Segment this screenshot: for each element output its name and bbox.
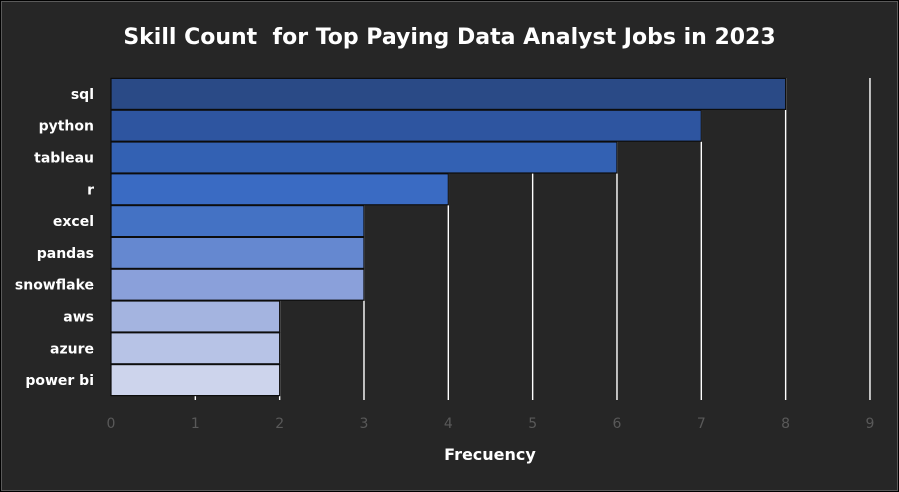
category-label: azure [50,341,94,357]
x-tick-label: 2 [275,416,284,432]
bar-aws [110,300,281,333]
bar-excel [110,205,365,238]
x-tick-label: 7 [697,416,706,432]
category-label: snowflake [15,278,94,294]
bar-azure [110,332,281,365]
category-label: tableau [34,151,94,167]
bar-snowflake [110,268,365,301]
x-tick-label: 1 [191,416,200,432]
x-tick-label: 9 [866,416,875,432]
x-tick-label: 3 [360,416,369,432]
x-axis-label: Frecuency [444,445,536,464]
bar-pandas [110,236,365,269]
x-tick-label: 8 [781,416,790,432]
x-tick-label: 5 [528,416,537,432]
category-label: power bi [25,373,94,389]
bar-python [110,109,702,142]
bar-sql [110,77,787,111]
category-label: python [39,119,94,135]
category-label: pandas [37,246,94,262]
bar-tableau [110,141,618,174]
x-tick-label: 6 [613,416,622,432]
x-tick-label: 4 [444,416,453,432]
bar-r [110,173,449,206]
category-label: sql [71,87,94,103]
chart-title: Skill Count for Top Paying Data Analyst … [123,25,775,50]
category-label: r [87,182,94,198]
bar-power-bi [110,364,281,397]
category-label: aws [63,310,94,326]
category-label: excel [53,214,94,230]
x-tick-label: 0 [107,416,116,432]
